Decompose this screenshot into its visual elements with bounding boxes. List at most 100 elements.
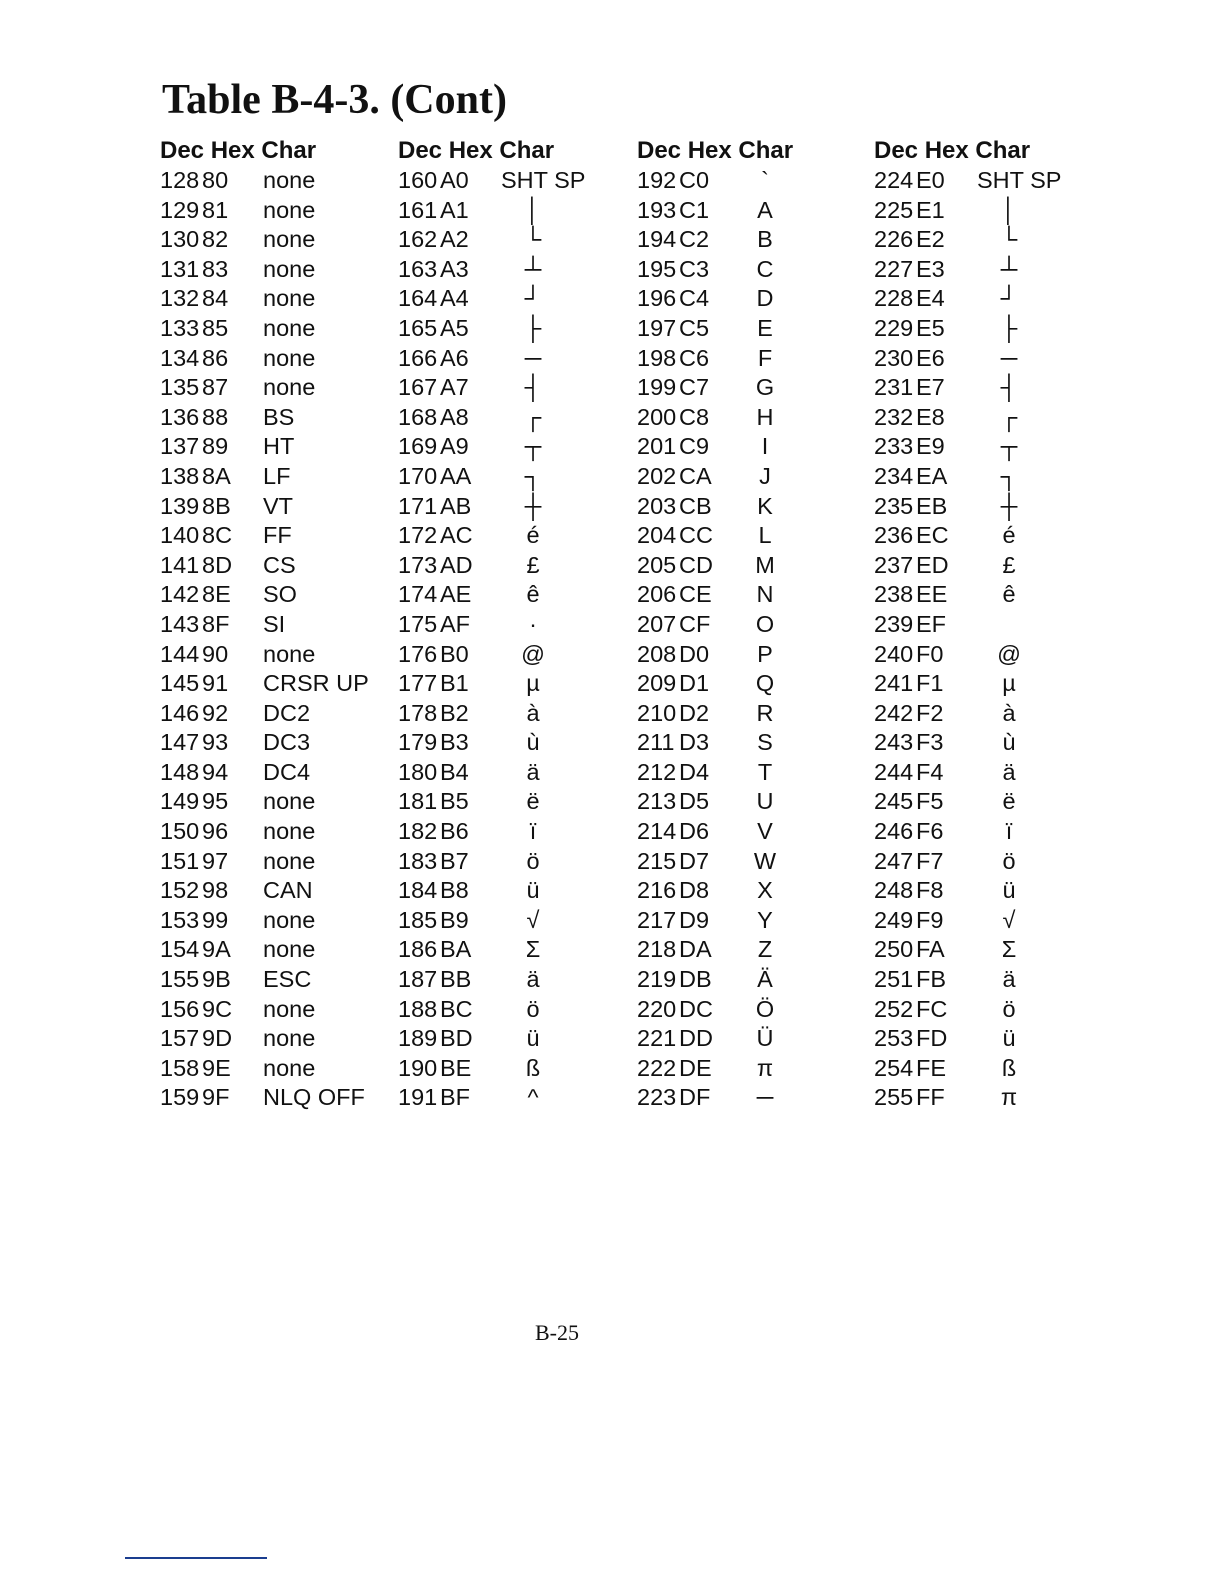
decimal-cell: 161 (398, 196, 438, 223)
decimal-cell: 132 (160, 285, 200, 312)
char-cell: D (756, 285, 774, 312)
char-cell: ─ (1000, 344, 1018, 371)
char-cell: SI (263, 610, 286, 637)
char-cell: √ (526, 906, 540, 933)
char-cell: Ä (757, 966, 773, 993)
table-row: 244 F4 ä (874, 758, 1104, 788)
hex-cell: EA (916, 462, 948, 489)
table-row: 158 9E none (160, 1054, 390, 1084)
decimal-cell: 245 (874, 788, 914, 815)
decimal-cell: 222 (637, 1054, 677, 1081)
table-column-1: Dec Hex Char 128 80 none 129 81 none 130 82 none 1… (160, 136, 390, 1113)
char-cell: ┌ (1000, 403, 1018, 430)
decimal-cell: 157 (160, 1025, 200, 1052)
decimal-cell: 210 (637, 699, 677, 726)
char-cell: R (756, 699, 774, 726)
hex-cell: 9E (202, 1054, 231, 1081)
char-cell: ö (1002, 847, 1016, 874)
char-cell: L (758, 522, 772, 549)
table-row: 230 E6 ─ (874, 344, 1104, 374)
decimal-cell: 219 (637, 966, 677, 993)
hex-cell: E9 (916, 433, 945, 460)
char-cell: ┬ (1000, 433, 1018, 460)
decimal-cell: 143 (160, 610, 200, 637)
decimal-cell: 131 (160, 255, 200, 282)
char-cell: └ (524, 226, 542, 253)
table-row: 204 CC L (637, 521, 867, 551)
table-row: 251 FB ä (874, 965, 1104, 995)
hex-cell: F8 (916, 877, 944, 904)
table-row: 240 F0 @ (874, 640, 1104, 670)
decimal-cell: 150 (160, 818, 200, 845)
decimal-cell: 153 (160, 906, 200, 933)
hex-cell: B1 (440, 670, 469, 697)
hex-cell: 98 (202, 877, 229, 904)
hex-cell: DE (679, 1054, 712, 1081)
table-row: 198 C6 F (637, 344, 867, 374)
table-row: 147 93 DC3 (160, 728, 390, 758)
decimal-cell: 238 (874, 581, 914, 608)
decimal-cell: 217 (637, 906, 677, 933)
table-row: 208 D0 P (637, 640, 867, 670)
char-cell: ` (761, 167, 769, 193)
table-row: 166 A6 ─ (398, 344, 628, 374)
hex-cell: CE (679, 581, 712, 608)
column-header: Dec Hex Char (160, 137, 317, 164)
table-row: 206 CE N (637, 580, 867, 610)
char-cell: │ (525, 196, 541, 223)
table-row: 212 D4 T (637, 758, 867, 788)
table-row: 134 86 none (160, 344, 390, 374)
hex-cell: E1 (916, 196, 945, 223)
char-cell: Z (757, 936, 773, 963)
hex-cell: 9A (202, 936, 231, 963)
decimal-cell: 137 (160, 433, 200, 460)
hex-cell: C2 (679, 226, 710, 253)
hex-cell: CA (679, 462, 712, 489)
hex-cell: AA (440, 462, 472, 489)
char-cell: Σ (1001, 936, 1017, 963)
decimal-cell: 206 (637, 581, 677, 608)
table-row: 154 9A none (160, 935, 390, 965)
char-cell: ├ (1000, 314, 1018, 341)
column-header: Dec Hex Char (874, 137, 1031, 164)
char-cell: ┤ (524, 374, 542, 401)
hex-cell: E0 (916, 167, 945, 193)
hex-cell: D7 (679, 847, 710, 874)
table-row: 253 FD ü (874, 1024, 1104, 1054)
char-cell: none (263, 1025, 316, 1052)
table-column-3: Dec Hex Char 192 C0 ` 193 C1 A 194 C2 B 195 C3 C 196 C… (637, 136, 867, 1113)
decimal-cell: 218 (637, 936, 677, 963)
decimal-cell: 174 (398, 581, 438, 608)
table-row: 186 BA Σ (398, 935, 628, 965)
decimal-cell: 158 (160, 1054, 200, 1081)
decimal-cell: 168 (398, 403, 438, 430)
hex-cell: DC (679, 995, 713, 1022)
hex-cell: F2 (916, 699, 944, 726)
decimal-cell: 188 (398, 995, 438, 1022)
char-cell: M (755, 551, 775, 578)
hex-cell: 9D (202, 1025, 233, 1052)
hex-cell: BD (440, 1025, 473, 1052)
table-row: 255 FF π (874, 1083, 1104, 1113)
hex-cell: 89 (202, 433, 229, 460)
hex-cell: A8 (440, 403, 469, 430)
decimal-cell: 235 (874, 492, 914, 519)
hex-cell: C4 (679, 285, 710, 312)
decimal-cell: 189 (398, 1025, 438, 1052)
char-cell: DC2 (263, 699, 311, 726)
decimal-cell: 226 (874, 226, 914, 253)
decimal-cell: 138 (160, 462, 200, 489)
decimal-cell: 185 (398, 906, 438, 933)
decimal-cell: 221 (637, 1025, 677, 1052)
hex-cell: F5 (916, 788, 944, 815)
decimal-cell: 166 (398, 344, 438, 371)
char-cell: none (263, 196, 316, 223)
decimal-cell: 198 (637, 344, 677, 371)
hex-cell: A1 (440, 196, 469, 223)
char-cell: Y (757, 906, 773, 933)
char-cell: none (263, 818, 316, 845)
decimal-cell: 171 (398, 492, 438, 519)
table-row: 170 AA ┐ (398, 462, 628, 492)
char-cell: N (756, 581, 774, 608)
hex-cell: DD (679, 1025, 713, 1052)
